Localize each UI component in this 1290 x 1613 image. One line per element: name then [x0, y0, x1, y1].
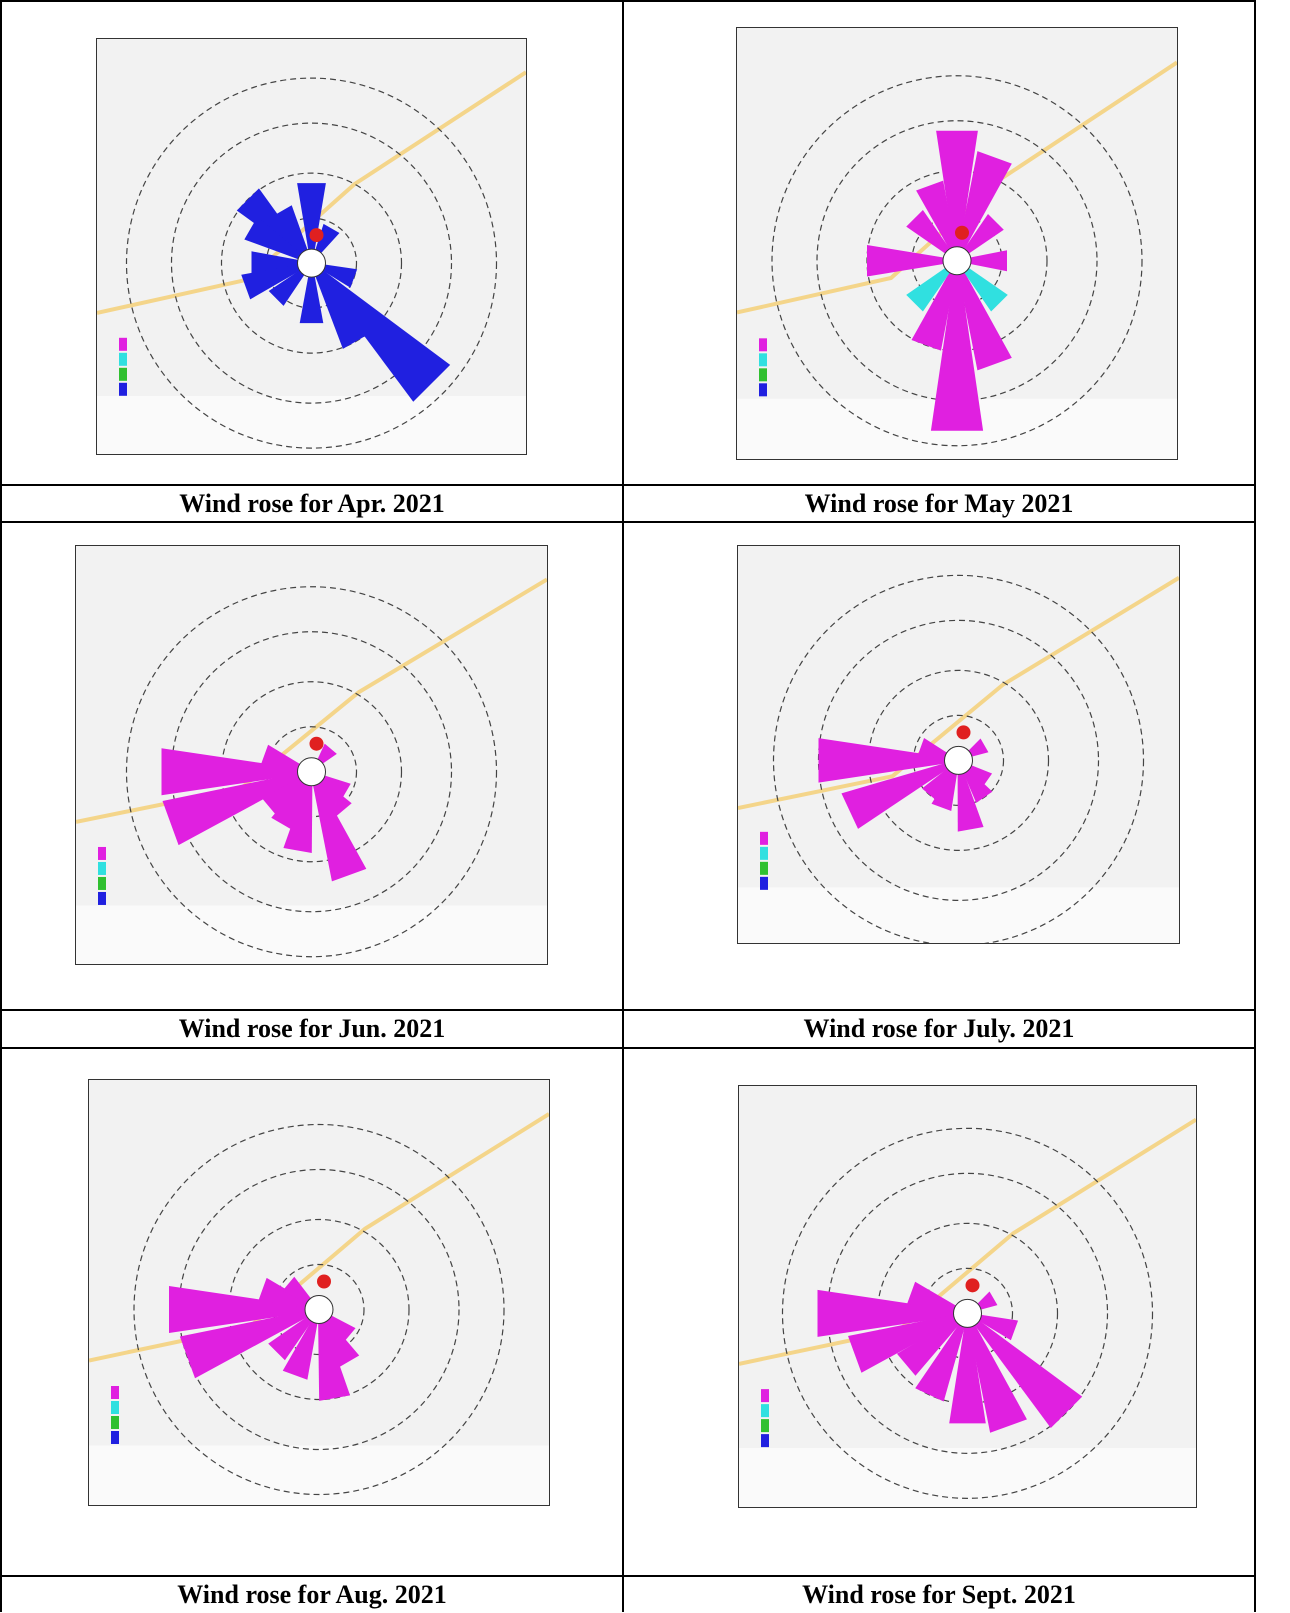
- wind-rose-image: [736, 27, 1178, 460]
- legend-swatch: [119, 338, 127, 351]
- caption: Wind rose for Sept. 2021: [624, 1577, 1254, 1613]
- border: [1254, 0, 1256, 1612]
- wind-rose-image: [75, 545, 548, 965]
- border: [622, 0, 624, 1612]
- legend-swatch: [119, 353, 127, 366]
- legend-swatch: [760, 847, 768, 860]
- petal: [867, 245, 945, 276]
- site-marker: [957, 725, 971, 739]
- caption: Wind rose for May 2021: [624, 486, 1254, 522]
- wind-rose-image: [738, 1085, 1197, 1508]
- site-marker: [310, 737, 324, 751]
- site-marker: [966, 1278, 980, 1292]
- legend-swatch: [761, 1434, 769, 1447]
- caption: Wind rose for Jun. 2021: [2, 1011, 622, 1047]
- petal: [969, 250, 1007, 271]
- border: [0, 1047, 1256, 1049]
- legend-swatch: [111, 1401, 119, 1414]
- legend-swatch: [761, 1404, 769, 1417]
- legend-swatch: [111, 1416, 119, 1429]
- legend-swatch: [759, 338, 767, 351]
- map-band: [97, 396, 526, 454]
- center: [298, 758, 326, 786]
- legend-swatch: [760, 862, 768, 875]
- legend-swatch: [119, 383, 127, 396]
- center: [945, 746, 973, 774]
- legend-swatch: [759, 383, 767, 396]
- legend-swatch: [98, 877, 106, 890]
- petal: [969, 250, 1007, 271]
- border: [0, 0, 1256, 2]
- legend-swatch: [111, 1386, 119, 1399]
- legend-swatch: [761, 1389, 769, 1402]
- map-band: [76, 905, 547, 964]
- legend-swatch: [761, 1419, 769, 1432]
- legend-swatch: [98, 892, 106, 905]
- legend-swatch: [759, 353, 767, 366]
- site-marker: [317, 1275, 331, 1289]
- site-marker: [310, 228, 324, 242]
- legend-swatch: [98, 862, 106, 875]
- petal: [867, 245, 945, 276]
- legend-swatch: [760, 877, 768, 890]
- site-marker: [955, 226, 969, 240]
- center: [954, 1299, 982, 1327]
- caption: Wind rose for July. 2021: [624, 1011, 1254, 1047]
- legend-swatch: [98, 847, 106, 860]
- petal: [302, 253, 451, 402]
- page: Wind rose for Apr. 2021 Wind rose for Ma…: [0, 0, 1290, 1612]
- petal: [302, 253, 451, 402]
- wind-rose-image: [96, 38, 527, 455]
- map-band: [89, 1446, 549, 1506]
- legend-swatch: [119, 368, 127, 381]
- legend-swatch: [760, 832, 768, 845]
- wind-rose-image: [88, 1079, 550, 1506]
- map-band: [738, 887, 1179, 943]
- center: [298, 249, 326, 277]
- legend-swatch: [759, 368, 767, 381]
- wind-rose-image: [737, 545, 1180, 944]
- center: [943, 247, 971, 275]
- center: [305, 1296, 333, 1324]
- caption: Wind rose for Apr. 2021: [2, 486, 622, 522]
- border: [0, 0, 2, 1612]
- legend-swatch: [111, 1431, 119, 1444]
- caption: Wind rose for Aug. 2021: [2, 1577, 622, 1613]
